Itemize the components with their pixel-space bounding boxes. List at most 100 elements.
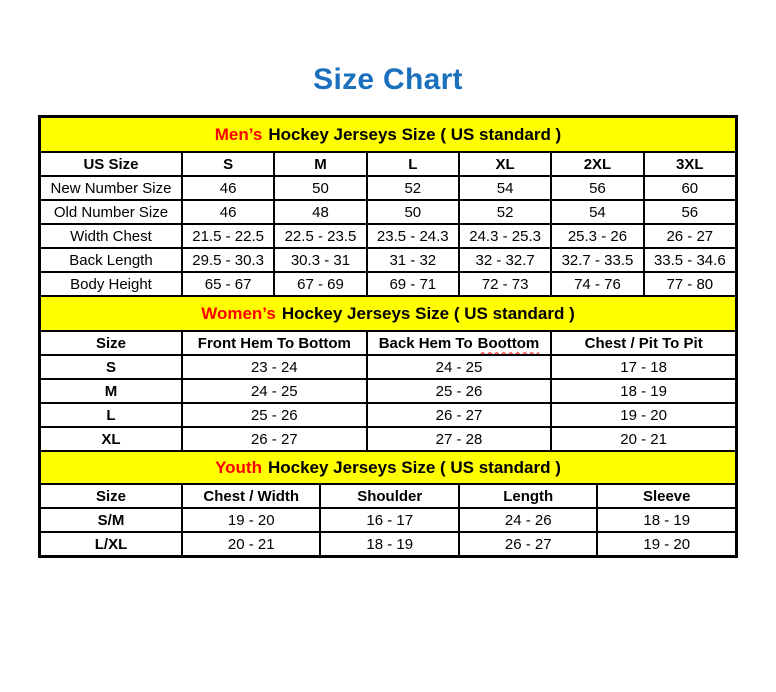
col-header: 3XL bbox=[642, 151, 738, 177]
cell: 26 - 27 bbox=[365, 402, 553, 428]
cell: 18 - 19 bbox=[550, 378, 737, 404]
table-row: XL 26 - 27 27 - 28 20 - 21 bbox=[39, 426, 737, 452]
cell: 74 - 76 bbox=[550, 271, 645, 297]
row-label: L/XL bbox=[39, 531, 183, 557]
row-label: New Number Size bbox=[39, 175, 183, 201]
cell: 22.5 - 23.5 bbox=[273, 223, 368, 249]
womens-section-group-label: Women’s bbox=[201, 303, 276, 323]
row-label: Width Chest bbox=[39, 223, 183, 249]
womens-section-header: Women’s Hockey Jerseys Size ( US standard… bbox=[39, 295, 737, 332]
cell: 26 - 27 bbox=[180, 426, 368, 452]
cell: 65 - 67 bbox=[180, 271, 276, 297]
mens-section-row: Men’s Hockey Jerseys Size ( US standard ) bbox=[39, 116, 737, 153]
cell: 18 - 19 bbox=[319, 531, 460, 557]
row-label: M bbox=[39, 378, 183, 404]
cell: 29.5 - 30.3 bbox=[180, 247, 276, 273]
cell: 20 - 21 bbox=[180, 531, 322, 557]
col-header: L bbox=[365, 151, 460, 177]
row-label: L bbox=[39, 402, 183, 428]
cell: 24.3 - 25.3 bbox=[457, 223, 553, 249]
cell: 54 bbox=[550, 199, 645, 225]
mens-size-table: Men’s Hockey Jerseys Size ( US standard )… bbox=[39, 116, 738, 297]
mens-column-header-row: US Size S M L XL 2XL 3XL bbox=[39, 151, 738, 177]
womens-section-row: Women’s Hockey Jerseys Size ( US standard… bbox=[39, 295, 737, 332]
col-header: Length bbox=[457, 483, 599, 509]
cell: 46 bbox=[180, 175, 276, 201]
cell: 56 bbox=[642, 199, 738, 225]
cell: 50 bbox=[365, 199, 460, 225]
youth-size-table: Youth Hockey Jerseys Size ( US standard )… bbox=[39, 450, 737, 557]
youth-section-header: Youth Hockey Jerseys Size ( US standard ) bbox=[39, 450, 737, 485]
cell: 21.5 - 22.5 bbox=[180, 223, 276, 249]
womens-column-header-row: Size Front Hem To Bottom Back Hem To Boot… bbox=[39, 330, 737, 356]
cell: 31 - 32 bbox=[365, 247, 460, 273]
womens-section-title-text: Hockey Jerseys Size ( US standard ) bbox=[281, 303, 575, 323]
row-label: Body Height bbox=[39, 271, 183, 297]
table-row: Width Chest 21.5 - 22.5 22.5 - 23.5 23.5… bbox=[39, 223, 738, 249]
womens-size-table: Women’s Hockey Jerseys Size ( US standard… bbox=[39, 295, 737, 452]
table-row: L 25 - 26 26 - 27 19 - 20 bbox=[39, 402, 737, 428]
table-row: S/M 19 - 20 16 - 17 24 - 26 18 - 19 bbox=[39, 507, 737, 533]
col-header: XL bbox=[457, 151, 553, 177]
col-header: 2XL bbox=[550, 151, 645, 177]
page-title: Size Chart bbox=[313, 63, 463, 96]
cell: 52 bbox=[457, 199, 553, 225]
cell: 27 - 28 bbox=[365, 426, 553, 452]
col-header: Chest / Pit To Pit bbox=[550, 330, 737, 356]
cell: 72 - 73 bbox=[457, 271, 553, 297]
cell: 23.5 - 24.3 bbox=[365, 223, 460, 249]
youth-section-row: Youth Hockey Jerseys Size ( US standard ) bbox=[39, 450, 737, 485]
cell: 32.7 - 33.5 bbox=[550, 247, 645, 273]
mens-section-header: Men’s Hockey Jerseys Size ( US standard ) bbox=[39, 116, 737, 153]
table-row: Old Number Size 46 48 50 52 54 56 bbox=[39, 199, 738, 225]
cell: 19 - 20 bbox=[180, 507, 322, 533]
table-row: L/XL 20 - 21 18 - 19 26 - 27 19 - 20 bbox=[39, 531, 737, 557]
col-header: Sleeve bbox=[596, 483, 737, 509]
cell: 25 - 26 bbox=[180, 402, 368, 428]
col-header: S bbox=[180, 151, 276, 177]
cell: 19 - 20 bbox=[596, 531, 737, 557]
cell: 18 - 19 bbox=[596, 507, 737, 533]
table-row: Body Height 65 - 67 67 - 69 69 - 71 72 -… bbox=[39, 271, 738, 297]
row-label: Back Length bbox=[39, 247, 183, 273]
cell: 33.5 - 34.6 bbox=[642, 247, 738, 273]
cell: 26 - 27 bbox=[457, 531, 599, 557]
youth-section-title-text: Hockey Jerseys Size ( US standard ) bbox=[267, 457, 561, 477]
cell: 20 - 21 bbox=[550, 426, 737, 452]
cell: 46 bbox=[180, 199, 276, 225]
cell: 30.3 - 31 bbox=[273, 247, 368, 273]
cell: 26 - 27 bbox=[642, 223, 738, 249]
cell: 23 - 24 bbox=[180, 354, 368, 380]
mens-section-title-text: Hockey Jerseys Size ( US standard ) bbox=[268, 124, 562, 144]
cell: 24 - 26 bbox=[457, 507, 599, 533]
cell: 48 bbox=[273, 199, 368, 225]
col-header-text: Back Hem To bbox=[378, 334, 473, 352]
table-row: M 24 - 25 25 - 26 18 - 19 bbox=[39, 378, 737, 404]
cell: 69 - 71 bbox=[365, 271, 460, 297]
cell: 19 - 20 bbox=[550, 402, 737, 428]
col-header: Size bbox=[39, 483, 183, 509]
row-label: XL bbox=[39, 426, 183, 452]
row-label: S/M bbox=[39, 507, 183, 533]
col-header: Chest / Width bbox=[180, 483, 322, 509]
table-row: New Number Size 46 50 52 54 56 60 bbox=[39, 175, 738, 201]
cell: 56 bbox=[550, 175, 645, 201]
table-row: Back Length 29.5 - 30.3 30.3 - 31 31 - 3… bbox=[39, 247, 738, 273]
cell: 25.3 - 26 bbox=[550, 223, 645, 249]
cell: 52 bbox=[365, 175, 460, 201]
row-label: S bbox=[39, 354, 183, 380]
cell: 17 - 18 bbox=[550, 354, 737, 380]
col-header: US Size bbox=[39, 151, 183, 177]
cell: 67 - 69 bbox=[273, 271, 368, 297]
cell: 77 - 80 bbox=[642, 271, 738, 297]
size-chart-container: Men’s Hockey Jerseys Size ( US standard )… bbox=[38, 115, 738, 558]
cell: 54 bbox=[457, 175, 553, 201]
youth-column-header-row: Size Chest / Width Shoulder Length Sleev… bbox=[39, 483, 737, 509]
cell: 16 - 17 bbox=[319, 507, 460, 533]
col-header: Shoulder bbox=[319, 483, 460, 509]
cell: 60 bbox=[642, 175, 738, 201]
misspelled-word-squiggle: Boottom bbox=[477, 334, 540, 352]
mens-section-group-label: Men’s bbox=[214, 124, 263, 144]
col-header: Front Hem To Bottom bbox=[180, 330, 368, 356]
